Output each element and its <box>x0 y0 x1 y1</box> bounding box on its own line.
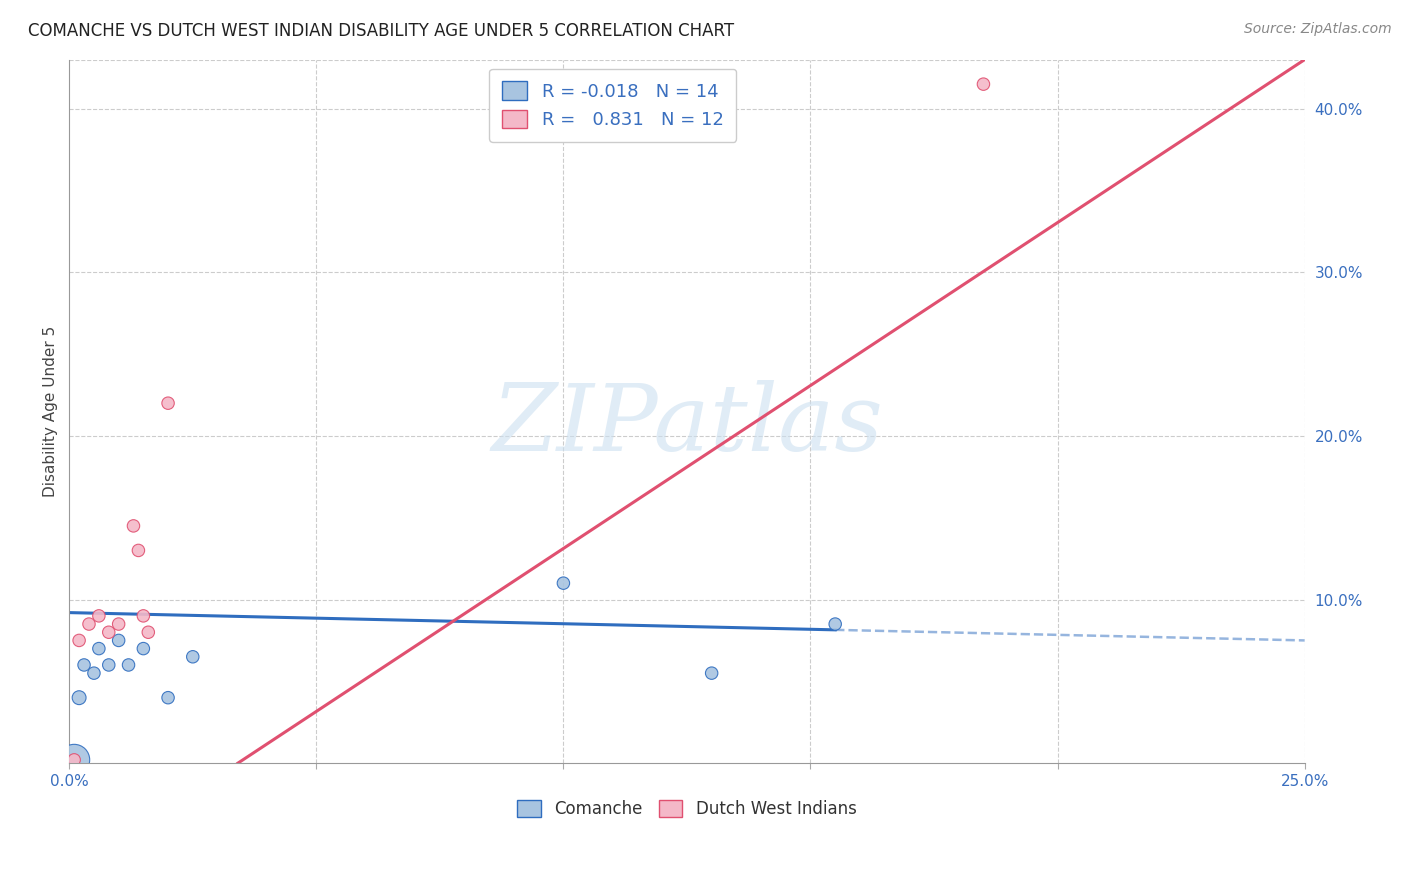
Legend: Comanche, Dutch West Indians: Comanche, Dutch West Indians <box>510 794 863 825</box>
Point <box>181 649 204 664</box>
Point <box>73 657 96 672</box>
Point <box>136 625 159 640</box>
Point <box>157 396 180 410</box>
Point <box>83 666 105 681</box>
Point <box>97 657 120 672</box>
Point <box>107 617 129 632</box>
Point <box>87 608 110 623</box>
Text: Source: ZipAtlas.com: Source: ZipAtlas.com <box>1244 22 1392 37</box>
Point <box>122 519 145 533</box>
Point <box>67 690 90 705</box>
Point <box>824 617 846 632</box>
Text: ZIPatlas: ZIPatlas <box>491 380 883 470</box>
Point <box>132 641 155 656</box>
Point <box>553 576 575 591</box>
Text: COMANCHE VS DUTCH WEST INDIAN DISABILITY AGE UNDER 5 CORRELATION CHART: COMANCHE VS DUTCH WEST INDIAN DISABILITY… <box>28 22 734 40</box>
Point <box>107 633 129 648</box>
Point <box>700 666 723 681</box>
Point <box>63 753 86 767</box>
Point <box>157 690 180 705</box>
Y-axis label: Disability Age Under 5: Disability Age Under 5 <box>44 326 58 497</box>
Point <box>97 625 120 640</box>
Point <box>63 753 86 767</box>
Point <box>67 633 90 648</box>
Point <box>132 608 155 623</box>
Point <box>87 641 110 656</box>
Point <box>127 543 149 558</box>
Point <box>77 617 100 632</box>
Point <box>117 657 139 672</box>
Point <box>972 77 994 91</box>
